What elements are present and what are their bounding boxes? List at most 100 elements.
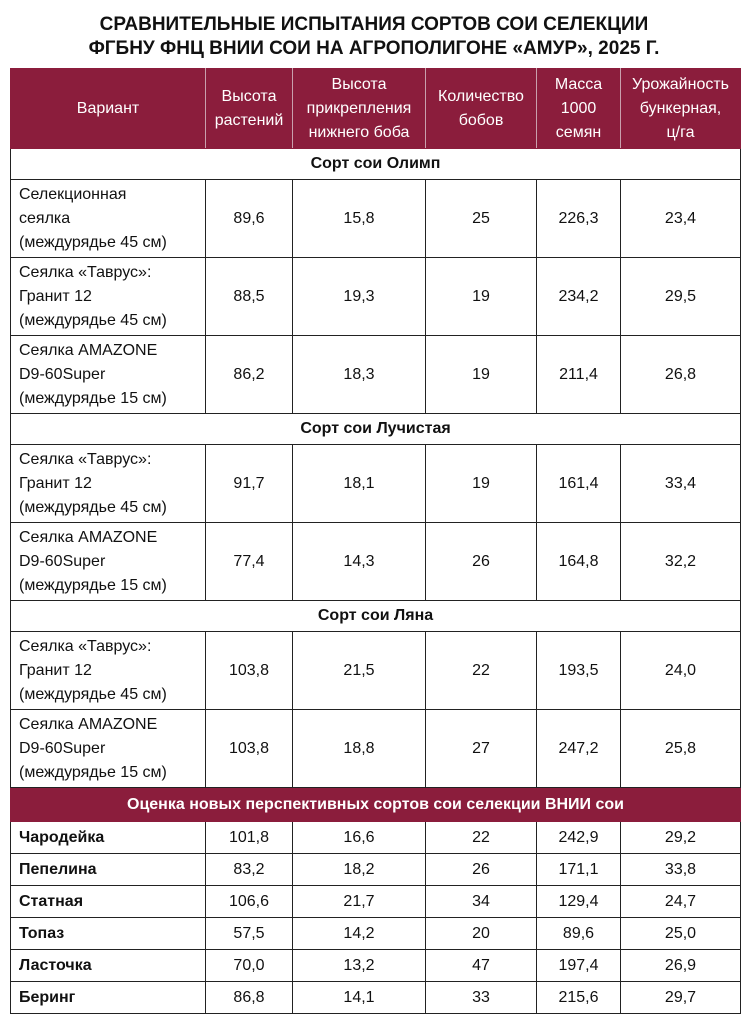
value-cell: 20 <box>425 917 537 950</box>
value-cell: 88,5 <box>205 257 293 336</box>
value-cell: 33,4 <box>620 444 741 523</box>
value-cell: 215,6 <box>536 981 621 1014</box>
value-cell: 16,6 <box>292 821 426 854</box>
value-cell: 14,3 <box>292 522 426 601</box>
value-cell: 164,8 <box>536 522 621 601</box>
value-cell: 70,0 <box>205 949 293 982</box>
section: Сорт сои Олимп Селекционная сеялка (между… <box>10 148 741 414</box>
value-cell: 242,9 <box>536 821 621 854</box>
variant-cell: Статная <box>10 885 206 918</box>
data-row: Чародейка 101,8 16,6 22 242,9 29,2 <box>10 821 741 854</box>
variant-cell: Беринг <box>10 981 206 1014</box>
value-cell: 86,2 <box>205 335 293 414</box>
variant-cell: Топаз <box>10 917 206 950</box>
variant-cell: Селекционная сеялка (междурядье 45 см) <box>10 179 206 258</box>
section-title: Сорт сои Ляна <box>10 600 741 632</box>
value-cell: 19 <box>425 335 537 414</box>
section-title: Сорт сои Лучистая <box>10 413 741 445</box>
value-cell: 47 <box>425 949 537 982</box>
value-cell: 226,3 <box>536 179 621 258</box>
data-row: Ласточка 70,0 13,2 47 197,4 26,9 <box>10 949 741 982</box>
data-row: Сеялка «Таврус»: Гранит 12 (междурядье 4… <box>10 257 741 336</box>
value-cell: 25,0 <box>620 917 741 950</box>
data-row: Сеялка «Таврус»: Гранит 12 (междурядье 4… <box>10 444 741 523</box>
column-header: Высота прикрепления нижнего боба <box>292 68 426 149</box>
value-cell: 57,5 <box>205 917 293 950</box>
section-title: Сорт сои Олимп <box>10 148 741 180</box>
value-cell: 24,0 <box>620 631 741 710</box>
value-cell: 86,8 <box>205 981 293 1014</box>
value-cell: 27 <box>425 709 537 788</box>
data-row: Статная 106,6 21,7 34 129,4 24,7 <box>10 885 741 918</box>
value-cell: 25 <box>425 179 537 258</box>
value-cell: 21,7 <box>292 885 426 918</box>
data-row: Пепелина 83,2 18,2 26 171,1 33,8 <box>10 853 741 886</box>
value-cell: 19 <box>425 257 537 336</box>
column-header: Урожайность бункерная, ц/га <box>620 68 741 149</box>
value-cell: 89,6 <box>536 917 621 950</box>
value-cell: 83,2 <box>205 853 293 886</box>
data-row: Сеялка AMAZONE D9-60Super (междурядье 15… <box>10 335 741 414</box>
value-cell: 77,4 <box>205 522 293 601</box>
value-cell: 33,8 <box>620 853 741 886</box>
value-cell: 14,1 <box>292 981 426 1014</box>
value-cell: 29,7 <box>620 981 741 1014</box>
value-cell: 91,7 <box>205 444 293 523</box>
value-cell: 19,3 <box>292 257 426 336</box>
header-row: Вариант Высота растений Высота прикреплени… <box>10 68 741 149</box>
value-cell: 193,5 <box>536 631 621 710</box>
value-cell: 26,9 <box>620 949 741 982</box>
variant-cell: Пепелина <box>10 853 206 886</box>
value-cell: 171,1 <box>536 853 621 886</box>
value-cell: 19 <box>425 444 537 523</box>
value-cell: 22 <box>425 631 537 710</box>
column-header: Вариант <box>10 68 206 149</box>
value-cell: 32,2 <box>620 522 741 601</box>
section-title: Оценка новых перспективных сортов сои се… <box>10 787 741 822</box>
value-cell: 18,8 <box>292 709 426 788</box>
value-cell: 29,2 <box>620 821 741 854</box>
value-cell: 247,2 <box>536 709 621 788</box>
data-row: Селекционная сеялка (междурядье 45 см) 89… <box>10 179 741 258</box>
value-cell: 234,2 <box>536 257 621 336</box>
column-header: Высота растений <box>205 68 293 149</box>
value-cell: 22 <box>425 821 537 854</box>
value-cell: 129,4 <box>536 885 621 918</box>
value-cell: 161,4 <box>536 444 621 523</box>
value-cell: 23,4 <box>620 179 741 258</box>
section-row: Сорт сои Ляна <box>10 600 741 632</box>
variant-cell: Сеялка AMAZONE D9-60Super (междурядье 15… <box>10 709 206 788</box>
value-cell: 21,5 <box>292 631 426 710</box>
value-cell: 18,3 <box>292 335 426 414</box>
section: Сорт сои Ляна Сеялка «Таврус»: Гранит 12 … <box>10 600 741 788</box>
value-cell: 103,8 <box>205 709 293 788</box>
value-cell: 29,5 <box>620 257 741 336</box>
value-cell: 26,8 <box>620 335 741 414</box>
value-cell: 106,6 <box>205 885 293 918</box>
variant-cell: Сеялка «Таврус»: Гранит 12 (междурядье 4… <box>10 257 206 336</box>
value-cell: 15,8 <box>292 179 426 258</box>
section-row: Сорт сои Олимп <box>10 148 741 180</box>
data-row: Топаз 57,5 14,2 20 89,6 25,0 <box>10 917 741 950</box>
value-cell: 26 <box>425 853 537 886</box>
data-row: Беринг 86,8 14,1 33 215,6 29,7 <box>10 981 741 1014</box>
variant-cell: Сеялка «Таврус»: Гранит 12 (междурядье 4… <box>10 631 206 710</box>
data-row: Сеялка AMAZONE D9-60Super (междурядье 15… <box>10 709 741 788</box>
section: Оценка новых перспективных сортов сои се… <box>10 787 741 1014</box>
column-header: Количество бобов <box>425 68 537 149</box>
value-cell: 103,8 <box>205 631 293 710</box>
table-header: Вариант Высота растений Высота прикреплени… <box>10 68 741 149</box>
value-cell: 34 <box>425 885 537 918</box>
value-cell: 26 <box>425 522 537 601</box>
section: Сорт сои Лучистая Сеялка «Таврус»: Гранит… <box>10 413 741 601</box>
value-cell: 33 <box>425 981 537 1014</box>
value-cell: 18,1 <box>292 444 426 523</box>
value-cell: 14,2 <box>292 917 426 950</box>
value-cell: 25,8 <box>620 709 741 788</box>
value-cell: 24,7 <box>620 885 741 918</box>
value-cell: 211,4 <box>536 335 621 414</box>
data-row: Сеялка AMAZONE D9-60Super (междурядье 15… <box>10 522 741 601</box>
variant-cell: Сеялка AMAZONE D9-60Super (междурядье 15… <box>10 335 206 414</box>
